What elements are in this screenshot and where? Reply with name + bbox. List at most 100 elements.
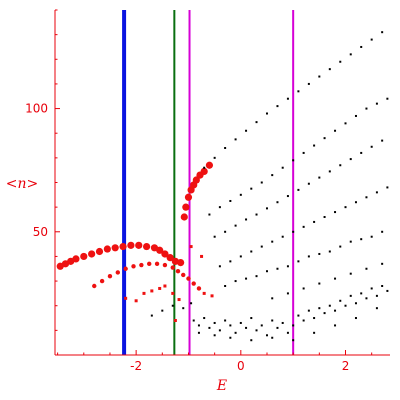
data-point — [190, 302, 193, 305]
data-point — [250, 339, 253, 342]
data-point — [349, 158, 352, 161]
data-point — [177, 298, 181, 302]
data-point — [208, 213, 211, 216]
data-point — [202, 291, 206, 295]
data-point — [200, 167, 208, 176]
data-point — [339, 299, 342, 302]
data-point — [229, 199, 232, 202]
data-point — [250, 250, 253, 253]
data-point — [161, 250, 169, 258]
data-point — [234, 138, 237, 141]
data-point — [365, 267, 368, 270]
data-point — [177, 258, 185, 267]
data-point — [271, 297, 274, 300]
data-point — [302, 151, 305, 154]
data-point — [161, 309, 164, 312]
data-point — [250, 317, 253, 320]
data-point — [229, 336, 232, 339]
data-point — [95, 247, 104, 256]
data-point — [127, 241, 135, 249]
data-point — [349, 53, 352, 56]
data-point — [271, 174, 274, 177]
data-point — [334, 324, 337, 327]
data-point — [276, 201, 279, 204]
data-point — [196, 286, 202, 291]
data-point — [142, 291, 146, 295]
data-point — [171, 304, 174, 307]
data-point — [344, 304, 347, 307]
data-point — [292, 324, 295, 327]
data-point — [119, 242, 127, 251]
data-point — [234, 331, 237, 334]
data-point — [175, 269, 181, 274]
data-point — [297, 260, 300, 263]
data-point — [318, 307, 321, 310]
data-point — [218, 206, 221, 209]
data-point — [255, 121, 258, 124]
data-point — [173, 319, 177, 322]
data-point — [224, 319, 227, 322]
data-point — [147, 261, 152, 267]
data-point — [281, 166, 284, 169]
data-point — [150, 289, 154, 293]
data-point — [239, 193, 242, 196]
data-point — [265, 112, 268, 115]
data-point — [203, 317, 206, 320]
data-point — [92, 283, 97, 289]
x-tick-label: 0 — [237, 359, 245, 373]
data-point — [318, 282, 321, 285]
data-point — [124, 296, 128, 300]
data-point — [334, 211, 337, 214]
data-point — [307, 82, 310, 85]
data-point — [213, 235, 216, 238]
data-point — [360, 45, 363, 48]
data-point — [103, 245, 111, 253]
data-point — [260, 324, 263, 327]
data-point — [182, 203, 190, 211]
data-point — [191, 281, 196, 286]
data-points — [56, 31, 389, 342]
y-tick-label: 100 — [25, 102, 48, 116]
data-point — [229, 260, 232, 263]
x-tick-label: -2 — [130, 359, 142, 373]
data-point — [339, 164, 342, 167]
data-point — [307, 309, 310, 312]
y-axis-title: <n> — [6, 176, 38, 192]
data-point — [255, 213, 258, 216]
data-point — [381, 262, 384, 265]
data-point — [381, 139, 384, 142]
data-point — [245, 326, 248, 329]
axes: -2 0 2 50 100 — [25, 9, 390, 373]
data-point — [313, 220, 316, 223]
data-point — [344, 122, 347, 125]
x-tick-label: 2 — [342, 359, 350, 373]
data-point — [208, 326, 211, 329]
data-point — [386, 97, 389, 100]
data-point — [297, 90, 300, 93]
data-point — [328, 68, 331, 71]
data-point — [265, 207, 268, 210]
data-point — [213, 334, 216, 337]
data-point — [234, 224, 237, 227]
data-point — [163, 284, 167, 288]
data-point — [271, 336, 274, 339]
data-point — [313, 317, 316, 320]
data-point — [115, 270, 121, 275]
data-point — [365, 297, 368, 300]
data-point — [197, 324, 200, 327]
axis-ticks: -2 0 2 50 100 — [25, 9, 373, 373]
data-point — [286, 292, 289, 295]
data-point — [181, 272, 186, 278]
data-point — [386, 186, 389, 189]
data-point — [349, 240, 352, 243]
data-point — [245, 218, 248, 221]
data-point — [203, 166, 206, 169]
data-point — [334, 277, 337, 280]
data-point — [260, 245, 263, 248]
data-point — [381, 31, 384, 34]
data-point — [286, 195, 289, 198]
data-point — [354, 114, 357, 117]
data-point — [328, 250, 331, 253]
data-point — [255, 329, 258, 332]
